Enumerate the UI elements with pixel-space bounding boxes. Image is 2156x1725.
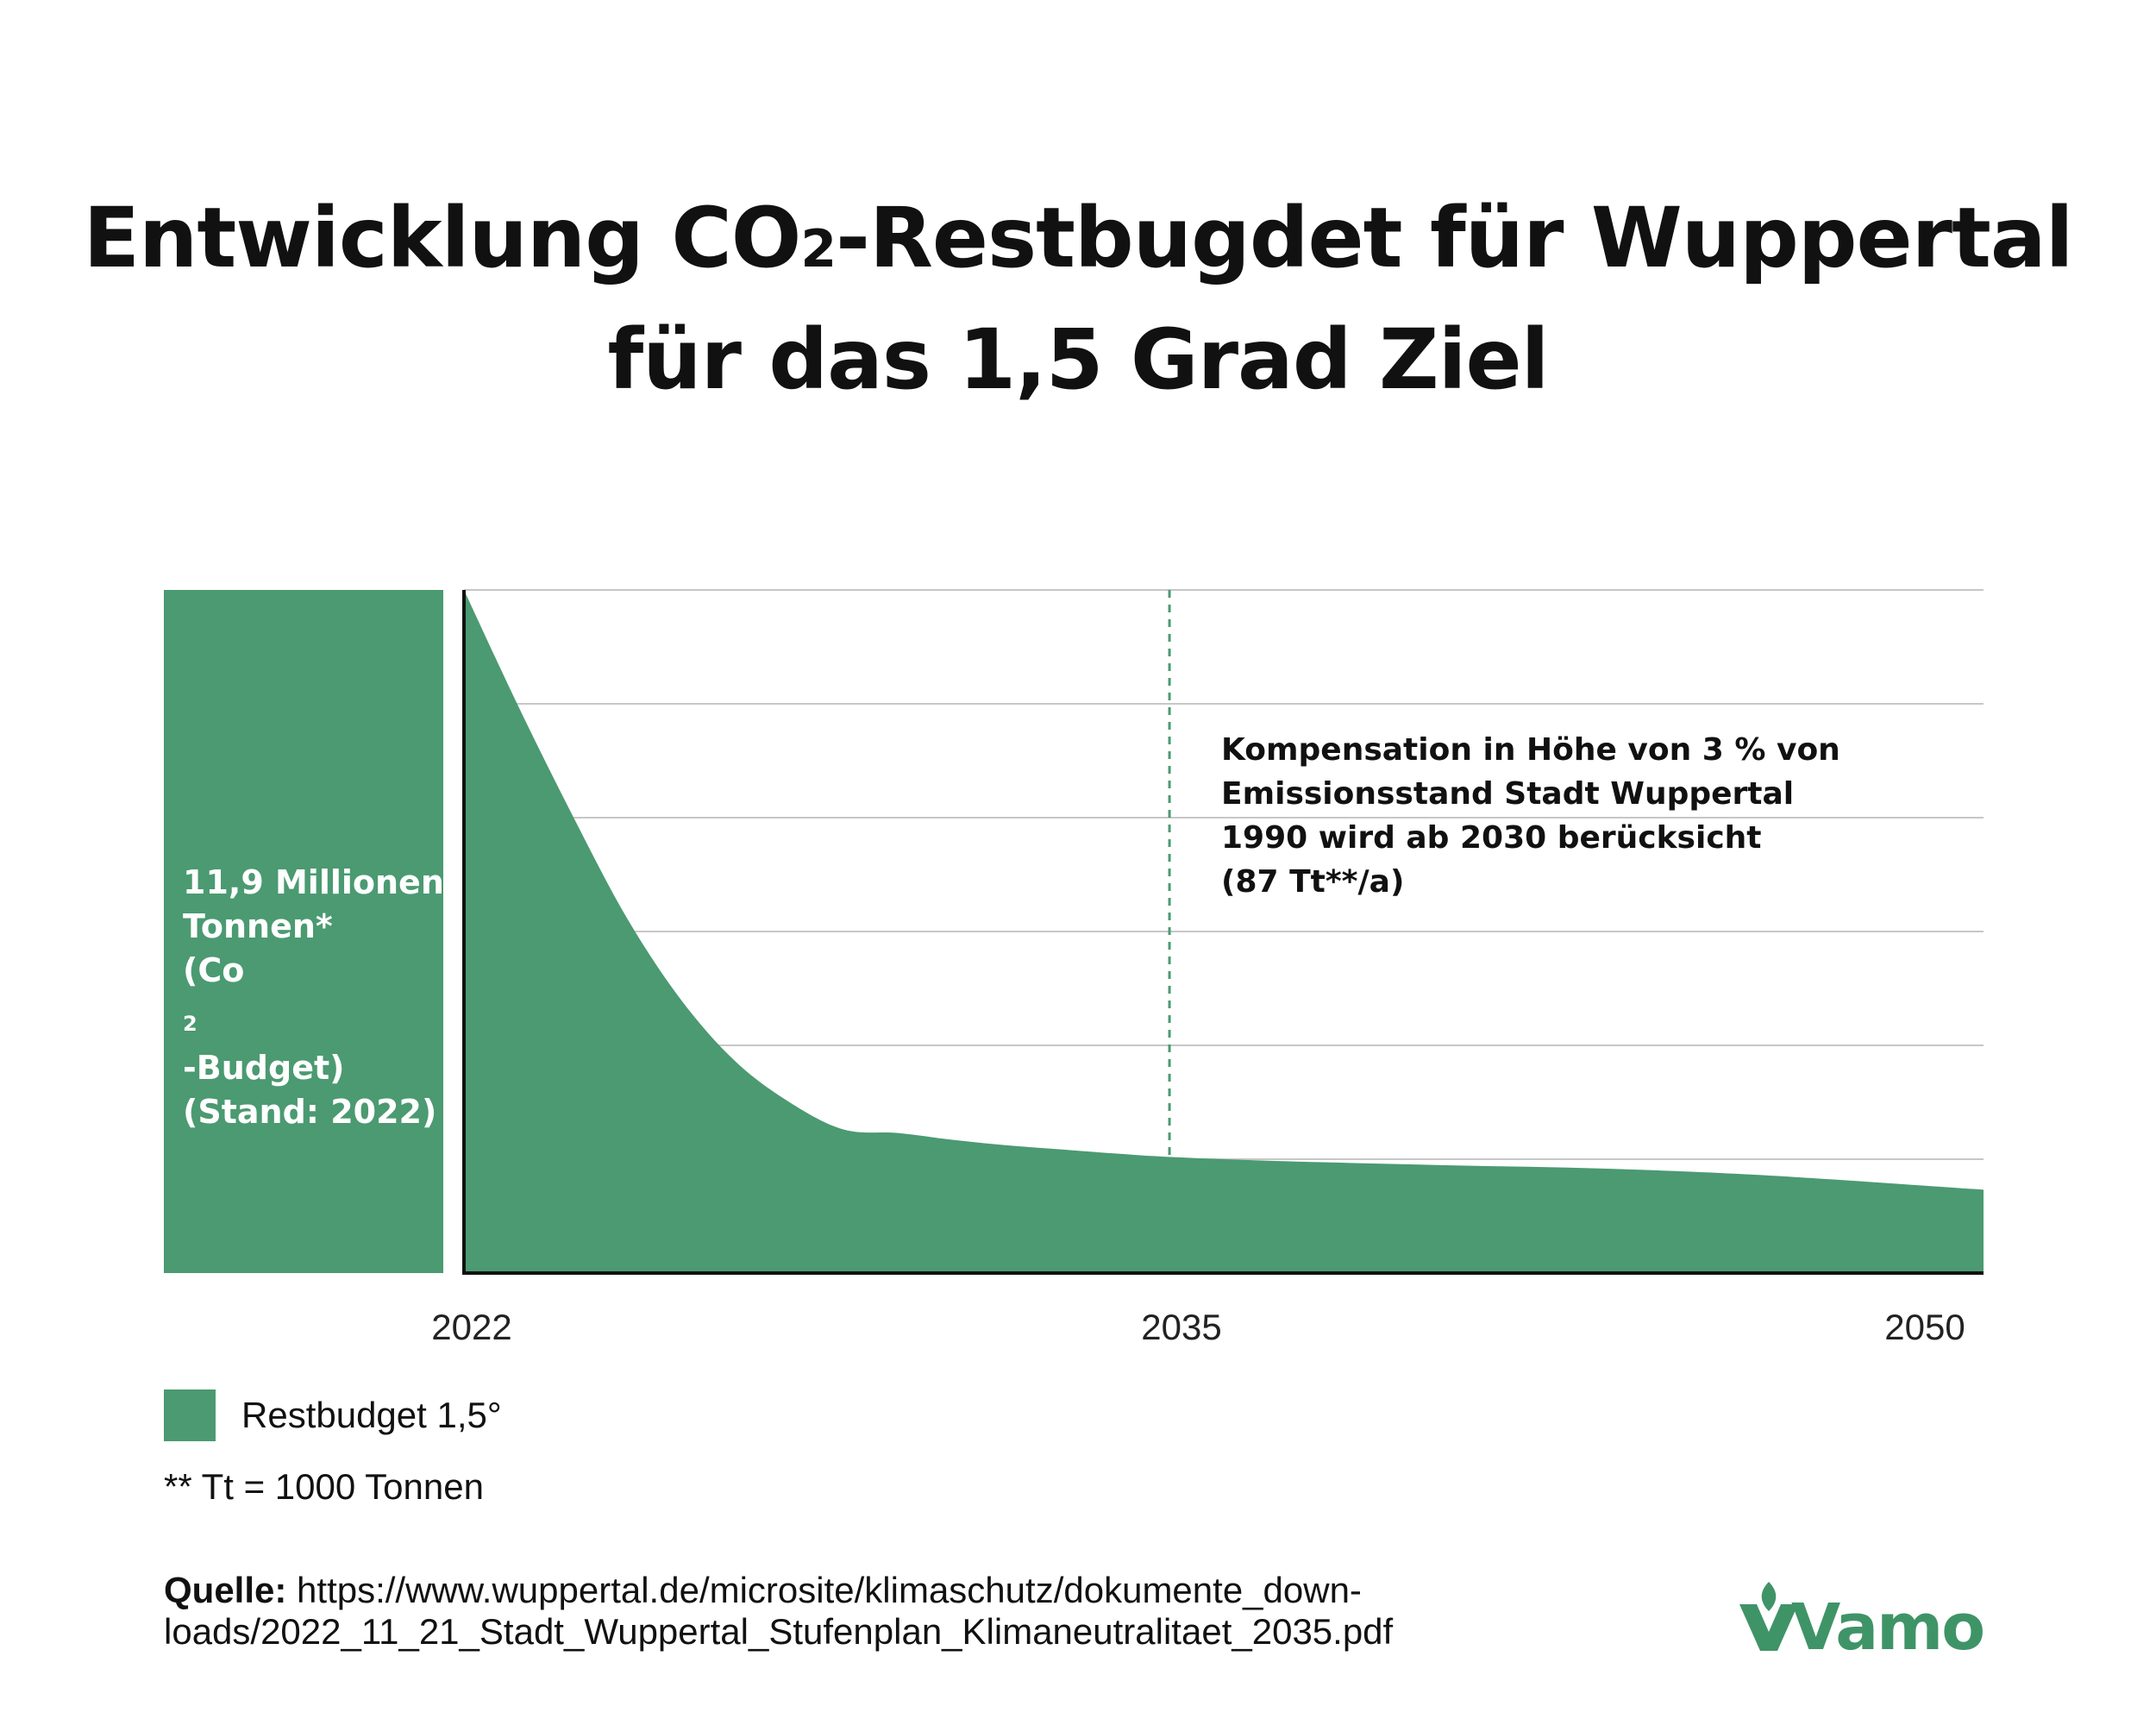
x-tick-label: 2035 — [1141, 1307, 1222, 1347]
source-url-part1: https://www.wuppertal.de/microsite/klima… — [286, 1570, 1362, 1610]
source-label: Quelle: — [164, 1570, 287, 1610]
budget-label-budget: -Budget) — [183, 1049, 345, 1087]
budget-box — [164, 590, 443, 1273]
logo-wordmark: Vamo — [1791, 1590, 1984, 1656]
title-line1-subscript: 2 — [800, 219, 837, 279]
budget-box-label: 11,9 Millionen Tonnen* (Co 2 -Budget) (Sta… — [183, 861, 444, 1134]
annotation-line: Emissionsstand Stadt Wuppertal — [1221, 776, 1795, 812]
legend-swatch — [164, 1389, 216, 1441]
title-line1-post: -Restbugdet für Wuppertal — [836, 190, 2073, 286]
legend-label: Restbudget 1,5° — [241, 1395, 502, 1435]
source-url-part2: loads/2022_11_21_Stadt_Wuppertal_Stufenp… — [164, 1611, 1394, 1652]
title-line1-pre: Entwicklung CO — [83, 190, 801, 286]
x-tick-label: 2022 — [431, 1307, 512, 1347]
footnote: ** Tt = 1000 Tonnen — [164, 1466, 484, 1507]
vamo-logo: Vamo — [1739, 1582, 1985, 1656]
budget-label-line: Tonnen* — [183, 907, 333, 945]
budget-label-co: (Co — [183, 951, 245, 989]
chart-title: Entwicklung CO2-Restbugdet für Wuppertal… — [0, 183, 2156, 415]
annotation-line: 1990 wird ab 2030 berücksicht — [1221, 820, 1762, 856]
leaf-v-logo-icon — [1739, 1582, 1798, 1651]
budget-label-line: (Stand: 2022) — [183, 1093, 437, 1131]
compensation-annotation: Kompensation in Höhe von 3 % von Emissio… — [1221, 728, 1842, 904]
source-line1: Quelle: https://www.wuppertal.de/microsi… — [164, 1570, 1630, 1611]
budget-label-subscript: 2 — [183, 1012, 197, 1036]
area-series-restbudget — [464, 590, 1984, 1273]
x-tick-label: 2050 — [1884, 1307, 1965, 1347]
source-note: Quelle: https://www.wuppertal.de/microsi… — [164, 1570, 1630, 1653]
annotation-line: (87 Tt**/a) — [1221, 864, 1405, 900]
legend: Restbudget 1,5° — [164, 1389, 502, 1442]
chart-title-line1: Entwicklung CO2-Restbugdet für Wuppertal — [0, 183, 2156, 304]
budget-label-line: 11,9 Millionen — [183, 863, 444, 901]
chart-title-line2: für das 1,5 Grad Ziel — [607, 311, 1549, 408]
annotation-line: Kompensation in Höhe von 3 % von — [1221, 732, 1840, 768]
budget-label-line: (Co 2 -Budget) — [183, 949, 442, 1090]
